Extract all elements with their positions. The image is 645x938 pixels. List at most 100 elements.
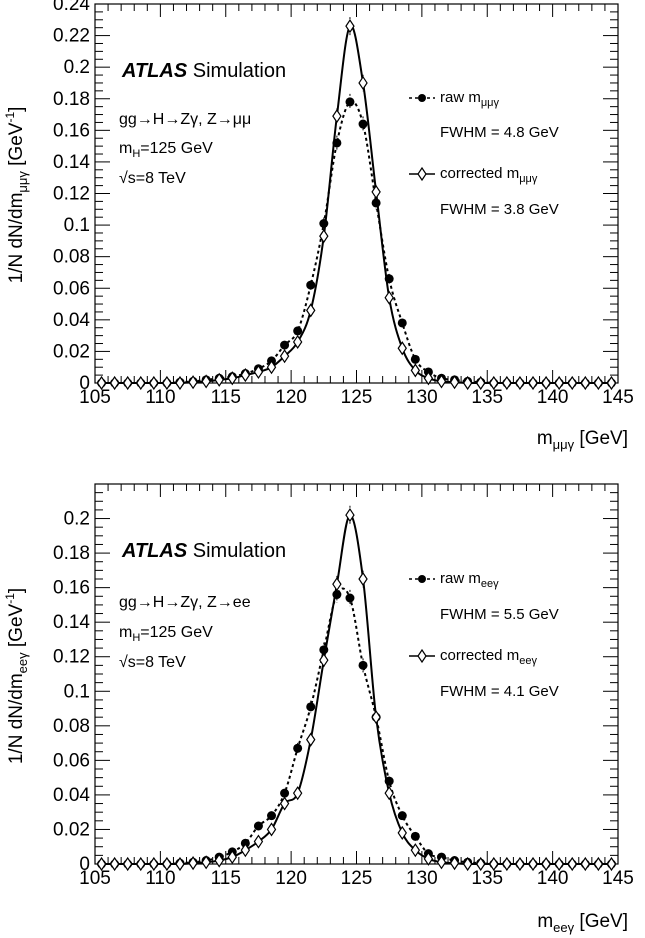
legend-raw-sub: μμγ bbox=[481, 97, 500, 109]
corrected-data-point bbox=[606, 375, 617, 391]
raw-data-point bbox=[358, 660, 368, 670]
corrected-data-point bbox=[489, 375, 499, 391]
y-tick-label: 0.2 bbox=[64, 509, 90, 530]
raw-data-point bbox=[345, 97, 355, 107]
legend-corrected-fwhm: FWHM = 4.1 GeV bbox=[440, 683, 559, 700]
x-axis-title-unit: [GeV] bbox=[574, 428, 628, 449]
corrected-data-point bbox=[410, 843, 421, 858]
atlas-label: ATLAS Simulation bbox=[121, 60, 286, 82]
corrected-data-point bbox=[162, 856, 172, 872]
higgs-mass-label: mH=125 GeV bbox=[119, 624, 213, 644]
raw-data-point bbox=[293, 326, 303, 336]
corrected-data-point bbox=[279, 796, 290, 811]
legend-raw-fwhm: FWHM = 4.8 GeV bbox=[440, 124, 559, 141]
raw-data-point bbox=[267, 811, 277, 821]
y-tick-label: 0.1 bbox=[64, 215, 90, 236]
y-tick-label: 0.06 bbox=[53, 278, 90, 299]
y-tick-label: 0.12 bbox=[53, 184, 90, 205]
x-tick-label: 120 bbox=[275, 387, 307, 408]
legend-raw-sub: eeγ bbox=[481, 578, 499, 590]
corrected-data-point bbox=[528, 856, 538, 872]
y-tick-label: 0.04 bbox=[53, 310, 90, 331]
higgs-mass-base: m bbox=[119, 140, 132, 157]
corrected-data-point bbox=[580, 856, 591, 872]
corrected-data-point bbox=[319, 229, 329, 244]
x-tick-label: 130 bbox=[406, 387, 438, 408]
legend-raw-base: raw m bbox=[440, 570, 481, 587]
y-tick-label: 0.18 bbox=[53, 543, 90, 564]
x-tick-label: 145 bbox=[602, 868, 634, 889]
raw-data-point bbox=[332, 590, 342, 600]
corrected-data-point bbox=[122, 375, 133, 391]
corrected-data-point bbox=[410, 363, 421, 378]
x-tick-label: 110 bbox=[145, 868, 175, 889]
corrected-data-point bbox=[201, 855, 211, 870]
legend-corrected-marker bbox=[417, 648, 427, 664]
y-axis-title-sup: -1 bbox=[3, 112, 17, 123]
x-tick-label: 115 bbox=[211, 387, 241, 408]
corrected-data-point bbox=[175, 856, 185, 872]
x-tick-label: 140 bbox=[537, 387, 569, 408]
y-axis-title-unit: [GeV bbox=[6, 603, 27, 652]
raw-fit-curve bbox=[101, 100, 612, 385]
raw-data-point bbox=[306, 280, 316, 290]
x-tick-label: 105 bbox=[79, 868, 111, 889]
corrected-data-point bbox=[397, 341, 407, 356]
y-axis-title-sub: eeγ bbox=[15, 652, 30, 673]
corrected-data-point bbox=[502, 856, 512, 872]
y-tick-label: 0.08 bbox=[53, 716, 90, 737]
corrected-data-point bbox=[567, 375, 577, 391]
x-axis-title-main: m bbox=[537, 911, 553, 932]
legend-corrected-base: corrected m bbox=[440, 165, 519, 182]
x-tick-label: 145 bbox=[602, 387, 634, 408]
corrected-data-point bbox=[332, 577, 342, 592]
corrected-data-point bbox=[384, 786, 394, 801]
atlas-label-bold: ATLAS bbox=[121, 60, 188, 82]
energy-label: √s=8 TeV bbox=[119, 170, 186, 187]
raw-data-point bbox=[358, 119, 368, 129]
corrected-data-point bbox=[227, 850, 238, 865]
legend-corrected-base: corrected m bbox=[440, 647, 519, 664]
x-axis-title-unit: [GeV] bbox=[574, 911, 628, 932]
raw-data-point bbox=[384, 776, 394, 786]
legend-raw-base: raw m bbox=[440, 89, 481, 106]
corrected-data-point bbox=[358, 571, 368, 587]
y-axis-title: 1/N dN/dmμμγ [GeV-1] bbox=[3, 107, 30, 284]
process-label: gg→H→Zγ, Z→ee bbox=[119, 594, 251, 611]
y-tick-label: 0.18 bbox=[53, 89, 90, 110]
y-axis-title-main: 1/N dN/dm bbox=[6, 673, 27, 764]
corrected-data-point bbox=[384, 290, 394, 305]
atlas-label-bold: ATLAS bbox=[121, 540, 188, 562]
y-axis-title-unit: [GeV bbox=[6, 122, 27, 171]
energy-value: s=8 TeV bbox=[128, 654, 186, 671]
corrected-data-point bbox=[227, 371, 238, 386]
corrected-data-point bbox=[253, 834, 264, 849]
x-axis-title: meeγ [GeV] bbox=[537, 911, 628, 935]
corrected-data-point bbox=[449, 375, 460, 390]
bottom-panel-eegamma: 105 110 115 120 125 130 135 140 145 0 0.02 0.04 0.06… bbox=[3, 483, 634, 935]
y-tick-label: 0.04 bbox=[53, 785, 90, 806]
higgs-mass-value: =125 GeV bbox=[140, 140, 213, 157]
legend-corrected-label: corrected meeγ bbox=[440, 647, 537, 667]
raw-data-point bbox=[293, 743, 303, 753]
corrected-data-point bbox=[253, 364, 264, 380]
corrected-data-point bbox=[149, 856, 159, 872]
corrected-data-point bbox=[240, 368, 251, 383]
x-tick-label: 115 bbox=[211, 868, 241, 889]
atlas-label-suffix: Simulation bbox=[187, 540, 286, 562]
corrected-data-point bbox=[462, 375, 473, 391]
energy-root: √ bbox=[119, 170, 128, 187]
corrected-data-point bbox=[162, 375, 172, 391]
y-axis-title-sup: -1 bbox=[3, 593, 17, 604]
legend-corrected-sub: eeγ bbox=[519, 655, 537, 667]
x-tick-label: 130 bbox=[406, 868, 438, 889]
y-tick-label: 0.02 bbox=[53, 341, 90, 362]
legend-raw-marker bbox=[418, 94, 426, 102]
corrected-data-point bbox=[515, 375, 525, 391]
raw-data-point bbox=[384, 274, 394, 284]
corrected-data-point bbox=[397, 825, 407, 840]
x-tick-label: 120 bbox=[275, 868, 307, 889]
higgs-mass-value: =125 GeV bbox=[140, 624, 213, 641]
corrected-data-point bbox=[214, 372, 224, 387]
corrected-data-point bbox=[266, 360, 277, 375]
